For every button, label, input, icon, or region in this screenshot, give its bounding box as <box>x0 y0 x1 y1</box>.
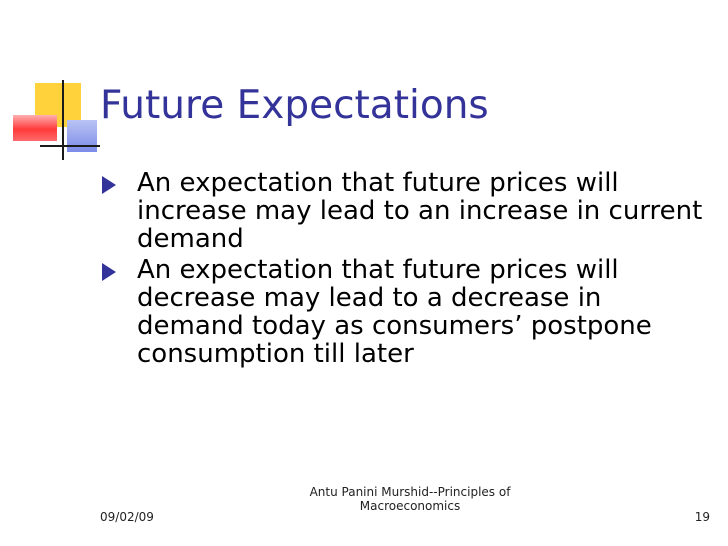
bullet-text: An expectation that future prices will i… <box>137 168 703 255</box>
red-square <box>13 115 57 141</box>
page-number: 19 <box>694 510 710 524</box>
right-triangle-bullet-icon <box>102 263 116 282</box>
horizontal-line <box>40 145 100 147</box>
right-triangle-bullet-icon <box>102 176 116 194</box>
bullet-list: An expectation that future prices will i… <box>100 169 715 372</box>
slide-title: Future Expectations <box>100 83 489 128</box>
bullet-item: An expectation that future prices will i… <box>100 169 715 253</box>
footer-author-line2: Macroeconomics <box>359 499 461 514</box>
bullet-text: An expectation that future prices will d… <box>137 255 652 370</box>
footer-author: Antu Panini Murshid--Principles of Macro… <box>280 485 540 514</box>
footer-author-line1: Antu Panini Murshid--Principles of <box>309 485 511 499</box>
footer-date: 09/02/09 <box>100 510 154 524</box>
blue-square <box>67 120 97 152</box>
bullet-item: An expectation that future prices will d… <box>100 255 715 370</box>
vertical-line <box>62 80 64 160</box>
